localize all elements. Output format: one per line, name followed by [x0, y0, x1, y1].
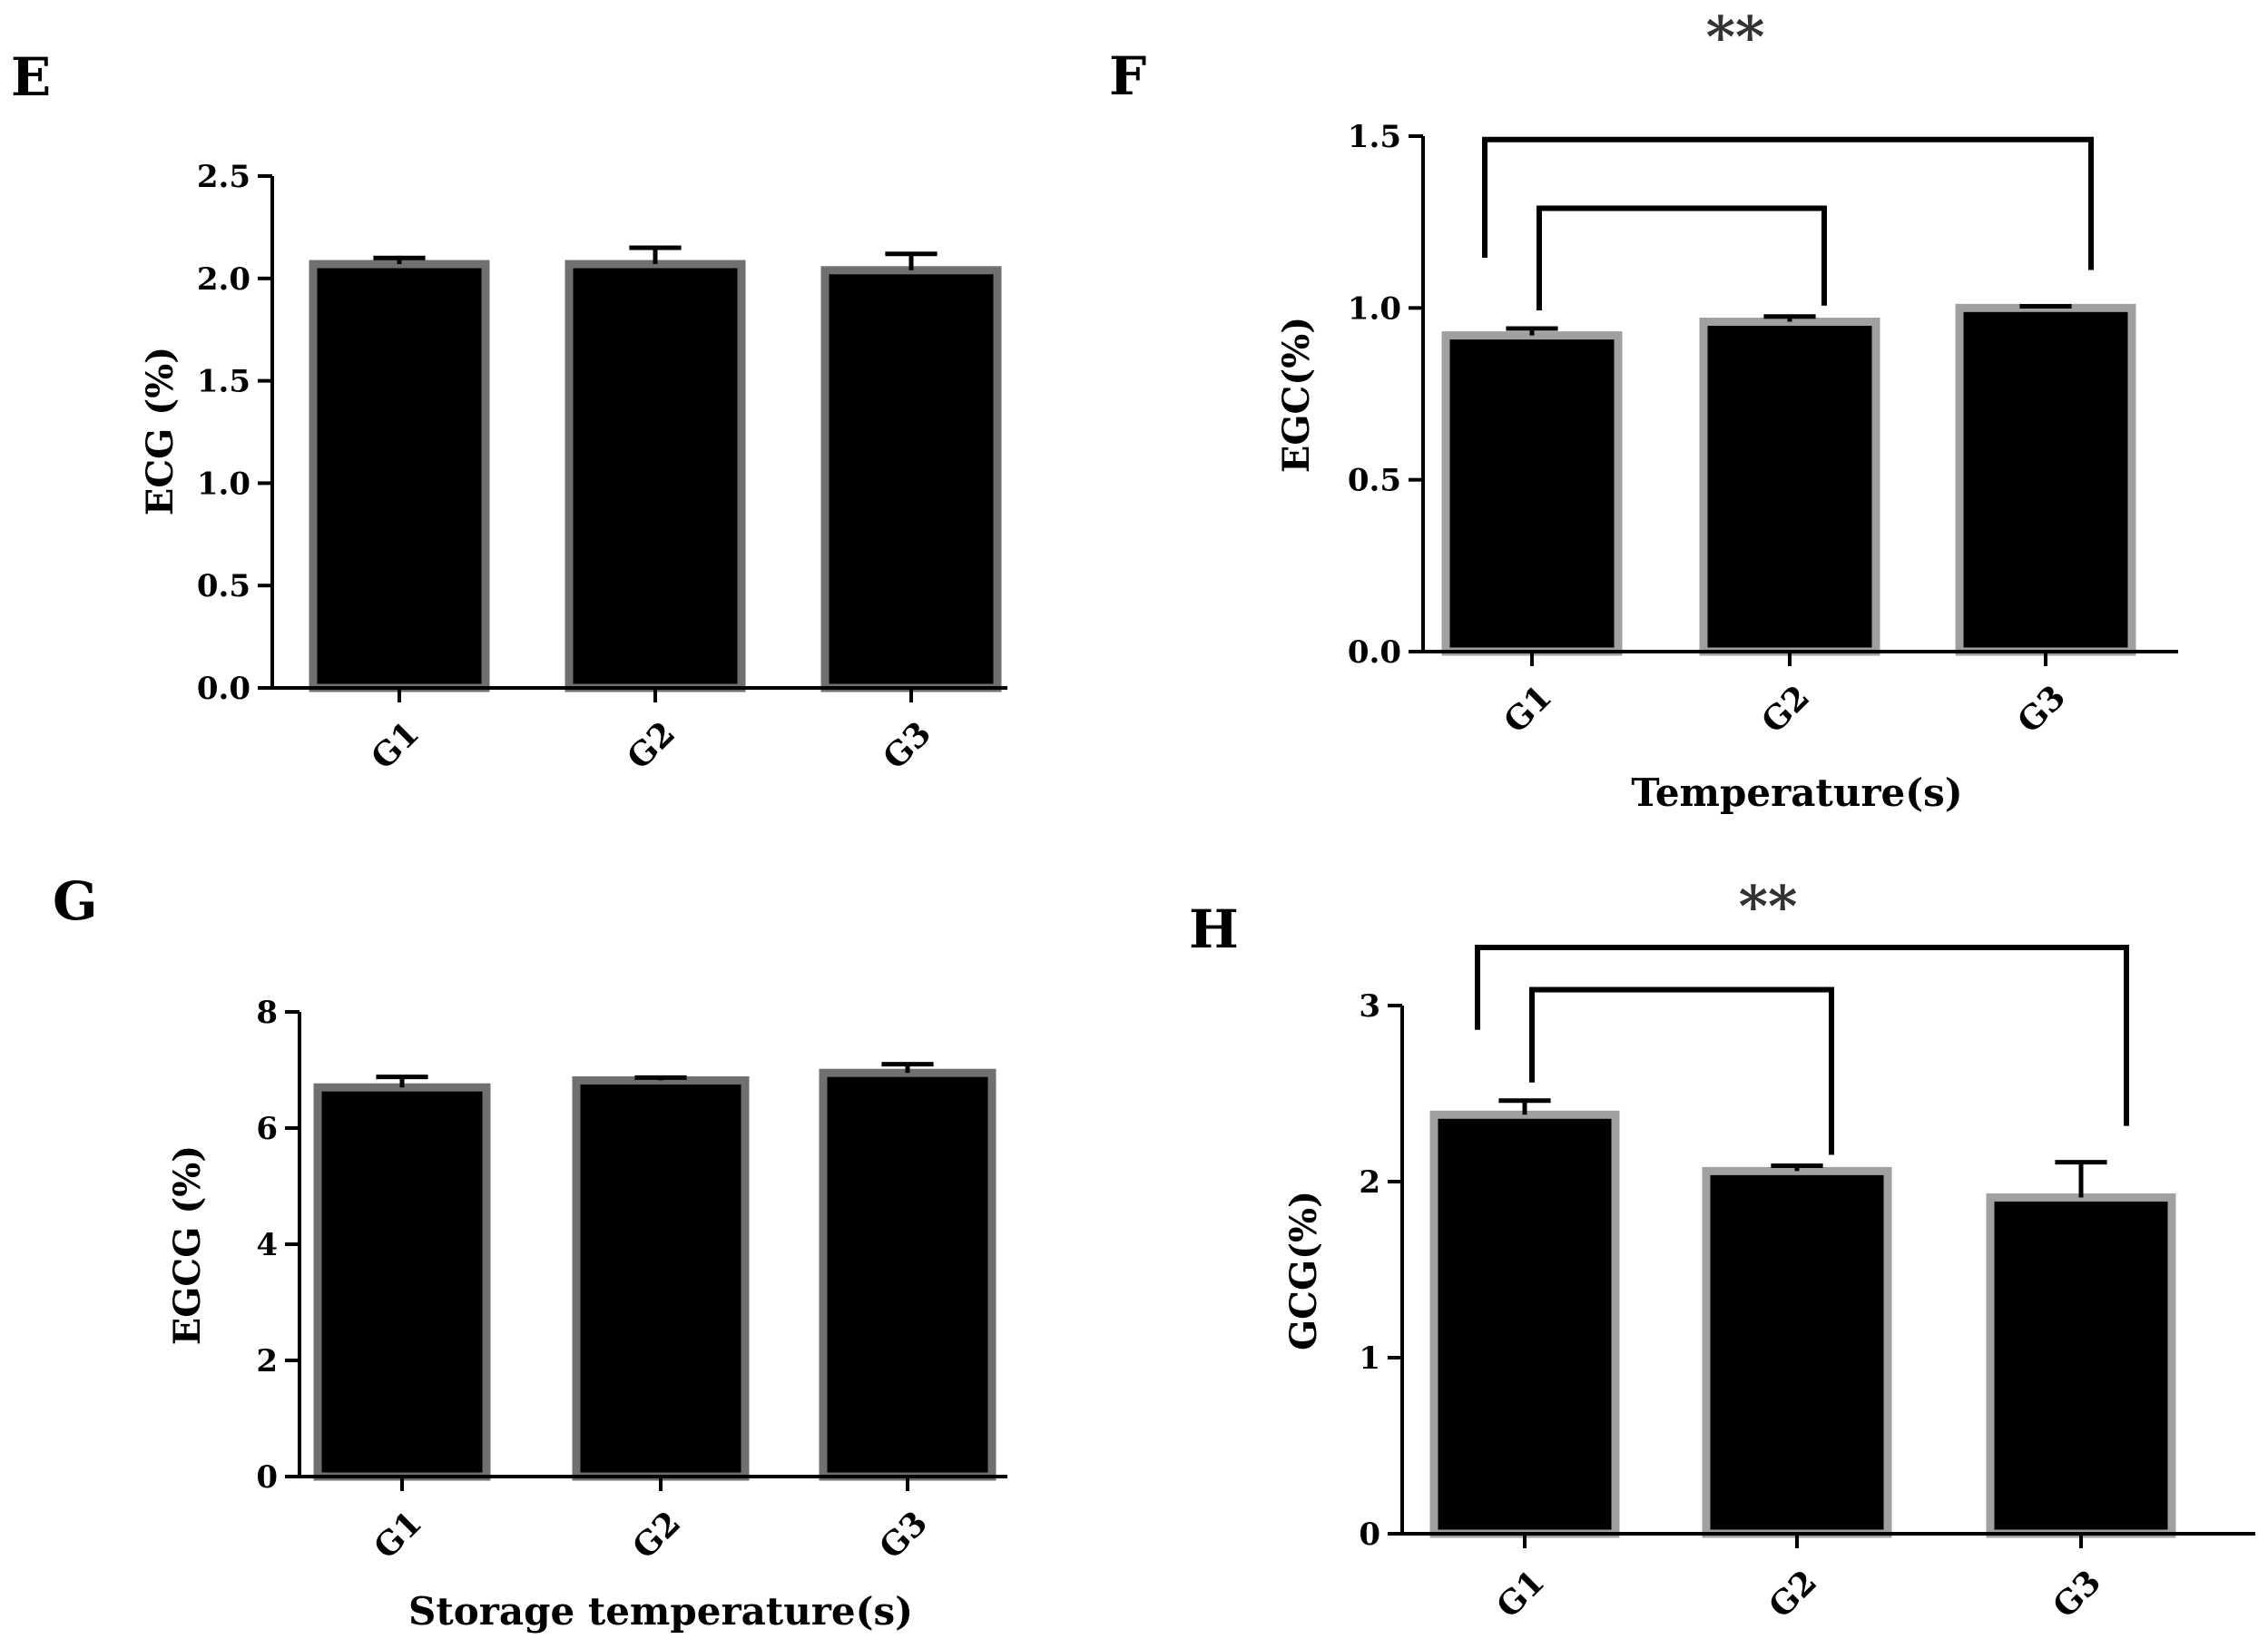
y-tick-label-g: 4 — [256, 1227, 278, 1263]
x-axis-title-f: Temperature(s) — [1631, 771, 1962, 815]
panel-letter-g: G — [53, 870, 98, 932]
y-axis-title-g: EGCG (%) — [166, 1145, 209, 1345]
y-tick-label-g: 2 — [256, 1343, 278, 1379]
bar-f-g2 — [1699, 317, 1880, 656]
y-tick-label-h: 1 — [1359, 1340, 1380, 1377]
x-tick-label-f: G2 — [1754, 678, 1817, 741]
y-tick-label-h: 2 — [1359, 1164, 1380, 1201]
x-axis-title-g: Storage temperature(s) — [408, 1589, 913, 1634]
y-tick-label-e: 2.5 — [197, 159, 250, 195]
y-tick-label-f: 1.5 — [1348, 119, 1401, 155]
y-axis-title-f: EGC(%) — [1275, 317, 1318, 473]
x-tick-label-g: G1 — [367, 1504, 429, 1566]
bar-h-g2 — [1702, 1166, 1892, 1538]
bar-f-g3 — [1955, 303, 2136, 656]
bar-h-g3 — [1986, 1193, 2176, 1538]
bar-e-g3 — [820, 266, 1002, 692]
bar-f-g1 — [1441, 331, 1623, 656]
x-tick-label-h: G2 — [1762, 1563, 1824, 1625]
significance-bracket-f-g1-g2 — [1537, 205, 1827, 311]
bar-h-g1 — [1429, 1110, 1620, 1538]
x-tick-label-e: G3 — [876, 714, 938, 777]
bar-e-g1 — [309, 260, 490, 692]
y-tick-label-e: 1.5 — [197, 364, 250, 400]
y-tick-label-g: 6 — [256, 1111, 278, 1147]
y-tick-label-e: 0.5 — [197, 568, 250, 604]
y-tick-label-h: 0 — [1359, 1516, 1380, 1553]
significance-label-f: ** — [1706, 4, 1765, 70]
y-tick-label-e: 0.0 — [197, 671, 250, 707]
y-tick-label-g: 8 — [256, 995, 278, 1031]
y-axis-title-e: ECG (%) — [139, 347, 182, 515]
panel-letter-h: H — [1189, 898, 1239, 960]
panel-letter-e: E — [11, 46, 51, 108]
y-tick-label-g: 0 — [256, 1459, 278, 1496]
significance-bracket-h-g1-g3 — [1475, 944, 2129, 1126]
x-tick-label-e: G1 — [364, 714, 427, 777]
y-axis-title-h: GCG(%) — [1282, 1191, 1325, 1350]
bar-g-g3 — [819, 1068, 997, 1481]
bar-g-g1 — [313, 1083, 491, 1481]
x-tick-label-f: G3 — [2010, 678, 2073, 741]
y-tick-label-h: 3 — [1359, 988, 1380, 1025]
x-tick-label-h: G1 — [1489, 1563, 1552, 1625]
significance-bracket-h-g1-g2 — [1529, 986, 1834, 1155]
x-tick-label-g: G2 — [625, 1504, 688, 1566]
y-tick-label-f: 0.5 — [1348, 463, 1401, 499]
y-tick-label-f: 0.0 — [1348, 634, 1401, 671]
y-tick-label-e: 1.0 — [197, 466, 250, 502]
significance-bracket-f-g1-g3 — [1482, 136, 2094, 270]
y-tick-label-e: 2.0 — [197, 261, 250, 298]
y-tick-label-f: 1.0 — [1348, 290, 1401, 327]
x-tick-label-e: G2 — [620, 714, 682, 777]
x-tick-label-g: G3 — [872, 1504, 935, 1566]
panel-letter-f: F — [1109, 45, 1146, 107]
x-tick-label-f: G1 — [1497, 678, 1559, 741]
significance-label-h: ** — [1739, 873, 1798, 939]
x-tick-label-h: G3 — [2046, 1563, 2108, 1625]
bar-g-g2 — [572, 1076, 750, 1481]
bar-e-g2 — [565, 260, 746, 692]
